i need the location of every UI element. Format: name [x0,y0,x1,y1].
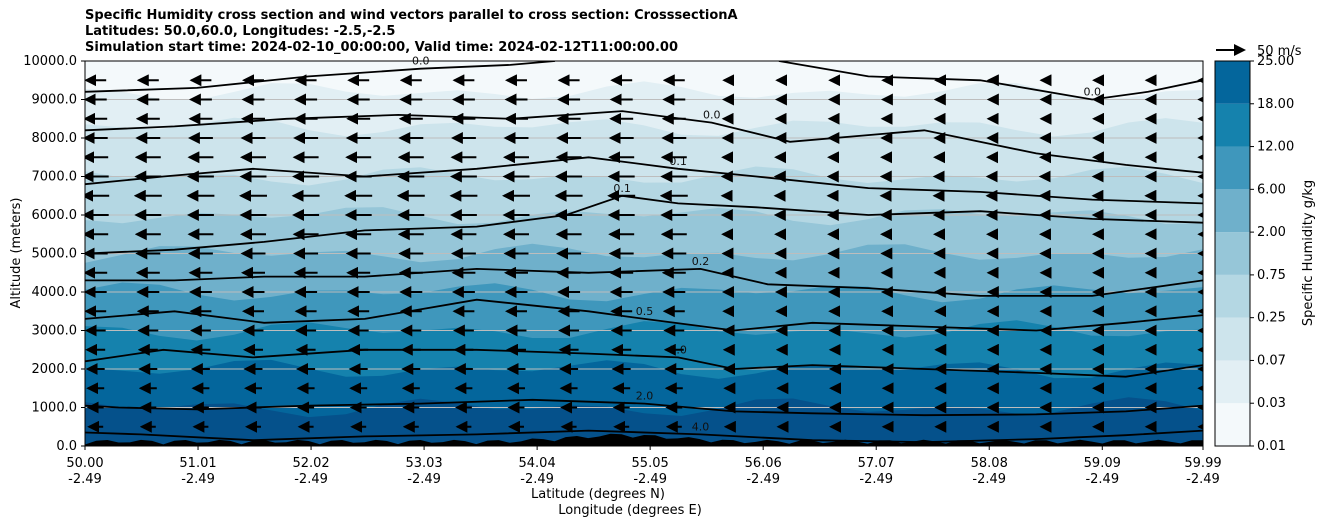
contour-label: 2.0 [636,390,654,403]
x-tick-label-lon: -2.49 [294,472,328,487]
colorbar-tick-label: 0.25 [1257,311,1286,326]
contour-line-0.0 [778,61,1203,101]
colorbar-segment [1215,189,1250,233]
colorbar [1214,60,1251,447]
x-tick-label-lat: 57.07 [858,456,895,471]
colorbar-tick-label: 12.00 [1257,140,1294,155]
colorbar-segment [1215,274,1250,318]
x-tick-label-lat: 59.09 [1084,456,1121,471]
y-axis-label: Altitude (meters) [9,198,24,309]
contour-line-1.0 [85,348,1203,378]
x-tick-label-lon: -2.49 [633,472,667,487]
colorbar-tick-label: 6.00 [1257,182,1286,197]
wind-vectors [85,74,1203,433]
x-tick-label-lon: -2.49 [972,472,1006,487]
x-tick-label-lat: 59.99 [1184,456,1221,471]
y-tick-label: 2000.0 [32,362,78,377]
contour-line-0.5 [85,298,1203,332]
colorbar-segment [1215,103,1250,147]
x-tick-label-lat: 53.03 [405,456,442,471]
contour-line-0.1 [85,156,1203,205]
x-axis-label-latitude: Latitude (degrees N) [531,487,665,502]
colorbar-segment [1215,146,1250,190]
x-tick-label-lat: 55.05 [632,456,669,471]
colorbar-segment [1215,232,1250,275]
x-tick-label-lon: -2.49 [859,472,893,487]
colorbar-ticks: 0.01 0.03 0.07 0.25 0.75 2.00 6.00 12.00 18.00 25… [1250,54,1294,454]
contour-label: 0.1 [613,182,631,195]
y-tick-label: 4000.0 [32,285,78,300]
colorbar-segment [1215,360,1250,404]
colorbar-frame [1214,60,1251,447]
colorbar-label: Specific Humidity g/kg [1301,180,1316,326]
colorbar-segment [1215,61,1250,104]
quiver-key-label: 50 m/s [1257,44,1302,59]
colorbar-segment [1215,317,1250,361]
x-tick-label-lon: -2.49 [520,472,554,487]
x-tick-label-lat: 52.02 [292,456,329,471]
x-tick-label-lat: 50.00 [66,456,103,471]
contour-line-4.0 [85,429,1203,444]
x-tick-label-lat: 54.04 [519,456,556,471]
contour-label: 0.5 [636,305,654,318]
contour-line-0.0 [85,61,556,93]
x-tick-label-lat: 58.08 [971,456,1008,471]
y-tick-label: 5000.0 [32,247,78,262]
humidity-band [85,397,1203,446]
chart-title-line-1: Specific Humidity cross section and wind… [85,8,738,23]
y-tick-label: 0.0 [56,439,77,454]
x-tick-label-lon: -2.49 [181,472,215,487]
x-tick-label-lat: 56.06 [745,456,782,471]
y-tick-label: 7000.0 [32,170,78,185]
x-tick-label-lon: -2.49 [1186,472,1220,487]
y-tick-label: 1000.0 [32,401,78,416]
colorbar-tick-label: 0.75 [1257,268,1286,283]
humidity-contours [85,61,1203,444]
colorbar-tick-label: 0.01 [1257,439,1286,454]
y-tick-label: 3000.0 [32,324,78,339]
x-tick-label-lat: 51.01 [179,456,216,471]
contour-label: 0.0 [703,109,721,122]
colorbar-tick-label: 2.00 [1257,225,1286,240]
colorbar-segment [1215,403,1250,446]
contour-label: 4.0 [692,420,710,433]
quiver-key: 50 m/s [1216,44,1302,59]
chart-title-line-3: Simulation start time: 2024-02-10_00:00:… [85,40,678,55]
x-tick-label-lon: -2.49 [68,472,102,487]
x-tick-label-lon: -2.49 [407,472,441,487]
y-tick-label: 10000.0 [23,54,77,69]
x-tick-label-lon: -2.49 [746,472,780,487]
colorbar-tick-label: 0.07 [1257,353,1286,368]
y-tick-label: 8000.0 [32,131,78,146]
y-tick-label: 6000.0 [32,208,78,223]
x-axis-ticks: 50.00-2.4951.01-2.4952.02-2.4953.03-2.49… [66,446,1222,487]
chart-title-line-2: Latitudes: 50.0,60.0, Longitudes: -2.5,-… [85,24,396,39]
y-tick-label: 9000.0 [32,93,78,108]
colorbar-tick-label: 0.03 [1257,396,1286,411]
y-axis-ticks: 0.0 1000.0 2000.0 3000.0 4000.0 5000.0 6000.0 7… [23,54,85,454]
contour-label: 0.0 [1083,86,1101,99]
contour-label: 0.2 [692,255,710,268]
x-tick-label-lon: -2.49 [1085,472,1119,487]
colorbar-tick-label: 25.00 [1257,54,1294,69]
x-axis-label-longitude: Longitude (degrees E) [558,503,702,518]
colorbar-tick-label: 18.00 [1257,97,1294,112]
